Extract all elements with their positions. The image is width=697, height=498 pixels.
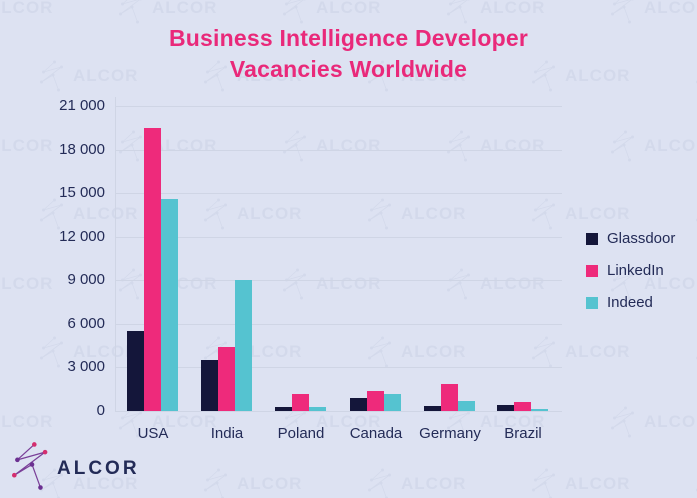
- y-axis-tick-label: 21 000: [59, 97, 105, 114]
- bar-india-linkedin: [218, 347, 235, 411]
- y-axis-tick-label: 18 000: [59, 141, 105, 158]
- x-axis-category-label: Poland: [277, 425, 325, 442]
- gridline: [115, 324, 562, 325]
- alcor-logo-text: ALCOR: [57, 457, 140, 479]
- y-axis-tick-label: 6 000: [67, 315, 105, 332]
- bar-poland-glassdoor: [275, 407, 292, 411]
- gridline: [115, 106, 562, 107]
- bar-canada-indeed: [384, 394, 401, 411]
- bar-canada-glassdoor: [350, 398, 367, 411]
- bar-poland-indeed: [309, 407, 326, 411]
- bar-usa-linkedin: [144, 128, 161, 411]
- alcor-logo: ALCOR: [12, 441, 140, 496]
- y-axis-tick-label: 9 000: [67, 271, 105, 288]
- alcor-logo-star-icon: [12, 442, 48, 490]
- bar-usa-glassdoor: [127, 331, 144, 411]
- x-axis-category-label: India: [210, 425, 244, 442]
- chart-title-line1: Business Intelligence Developer: [169, 25, 528, 51]
- gridline: [115, 280, 562, 281]
- gridline: [115, 150, 562, 151]
- legend-item-glassdoor: Glassdoor: [586, 230, 676, 247]
- legend-swatch-icon: [586, 264, 598, 277]
- bar-germany-glassdoor: [424, 406, 441, 411]
- bar-germany-indeed: [458, 401, 475, 411]
- gridline: [115, 411, 562, 412]
- bar-germany-linkedin: [441, 384, 458, 411]
- gridline: [115, 193, 562, 194]
- x-axis-category-label: USA: [137, 425, 169, 442]
- y-axis-tick-label: 15 000: [59, 184, 105, 201]
- bar-canada-linkedin: [367, 391, 384, 411]
- gridline: [115, 237, 562, 238]
- alcor-logo-icon: [12, 441, 52, 496]
- bar-usa-indeed: [161, 199, 178, 411]
- y-axis-tick-label: 0: [96, 402, 105, 419]
- y-axis-tick-label: 3 000: [67, 358, 105, 375]
- x-axis-category-label: Brazil: [504, 425, 542, 442]
- bar-india-glassdoor: [201, 360, 218, 411]
- bar-india-indeed: [235, 280, 252, 411]
- bar-brazil-glassdoor: [497, 405, 514, 411]
- bar-poland-linkedin: [292, 394, 309, 411]
- legend-swatch-icon: [586, 232, 598, 245]
- legend-item-linkedin: LinkedIn: [586, 262, 675, 279]
- y-axis-line: [115, 97, 116, 411]
- legend-label: Indeed: [607, 294, 653, 311]
- legend-swatch-icon: [586, 296, 598, 309]
- x-axis-category-label: Germany: [419, 425, 481, 442]
- bar-brazil-indeed: [531, 409, 548, 411]
- bar-brazil-linkedin: [514, 402, 531, 411]
- y-axis-tick-label: 12 000: [59, 228, 105, 245]
- x-axis-category-label: Canada: [349, 425, 403, 442]
- legend-label: Glassdoor: [607, 230, 676, 247]
- chart-title-line2: Vacancies Worldwide: [229, 56, 468, 82]
- chart-title: Business Intelligence Developer Vacancie…: [0, 23, 697, 85]
- legend: Glassdoor LinkedIn Indeed: [586, 230, 676, 328]
- legend-label: LinkedIn: [607, 262, 664, 279]
- gridline: [115, 367, 562, 368]
- legend-item-indeed: Indeed: [586, 294, 675, 311]
